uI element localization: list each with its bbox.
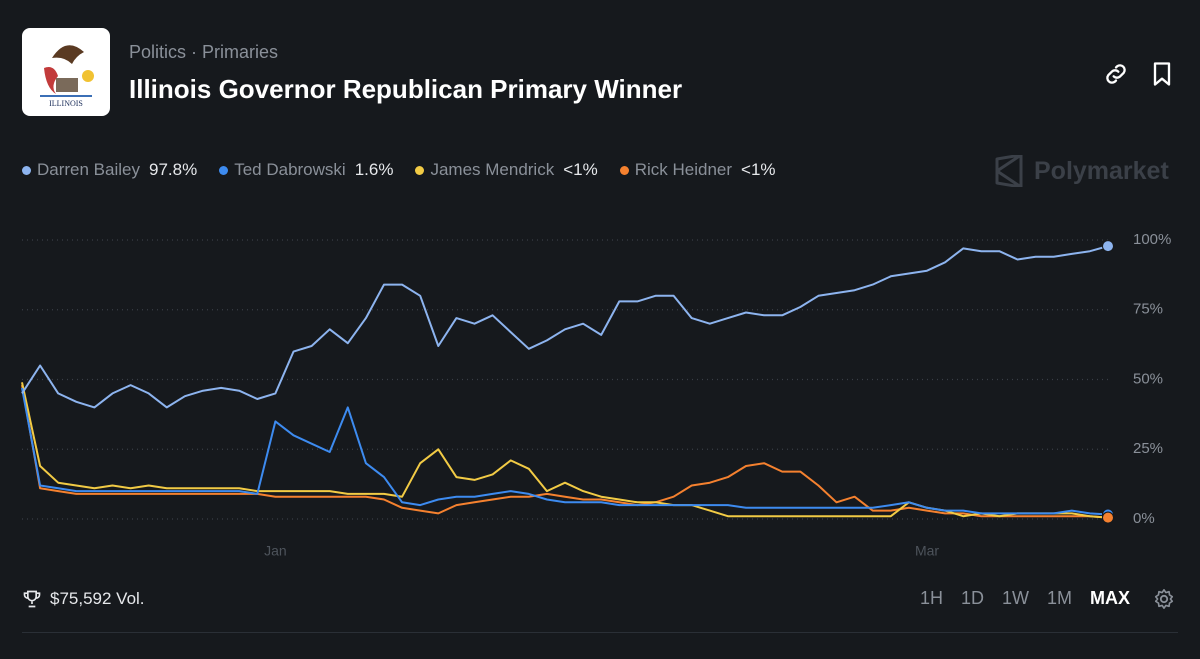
brand-logo (995, 155, 1023, 187)
volume: $75,592 Vol. (22, 589, 145, 609)
settings-button[interactable] (1153, 588, 1175, 610)
series-line (21, 387, 1109, 516)
x-tick-label: Mar (915, 543, 939, 559)
y-tick-label: 100% (1133, 231, 1171, 248)
range-button[interactable]: 1M (1046, 588, 1072, 608)
legend-name: Darren Bailey (37, 160, 140, 179)
market-flag: ILLINOIS (22, 28, 110, 116)
divider (22, 632, 1178, 633)
legend-item: Darren Bailey 97.8% (22, 160, 197, 180)
copy-link-button[interactable] (1102, 60, 1130, 88)
breadcrumb-item[interactable]: Primaries (202, 42, 279, 62)
range-button[interactable]: 1W (1001, 588, 1029, 608)
legend-value: <1% (741, 160, 776, 179)
bookmark-button[interactable] (1148, 60, 1176, 88)
series-line (21, 384, 1109, 519)
legend-item: James Mendrick <1% (415, 160, 598, 180)
end-point (1102, 511, 1114, 524)
legend-name: Rick Heidner (634, 160, 733, 179)
legend-name: Ted Dabrowski (234, 160, 346, 179)
legend-item: Ted Dabrowski 1.6% (219, 160, 393, 180)
y-tick-label: 50% (1133, 370, 1163, 387)
breadcrumb: Politics · Primaries (129, 42, 278, 63)
legend-value: 1.6% (354, 160, 394, 179)
trophy-icon (23, 590, 41, 608)
legend-swatch (22, 165, 31, 175)
flag-art: ILLINOIS (40, 45, 94, 108)
legend: Darren Bailey 97.8% Ted Dabrowski 1.6% James… (22, 160, 776, 180)
legend-swatch (219, 165, 229, 175)
legend-value: <1% (563, 160, 598, 179)
brand: Polymarket (994, 155, 1169, 187)
y-tick-label: 0% (1133, 510, 1155, 527)
series-line (21, 245, 1109, 409)
legend-name: James Mendrick (430, 160, 555, 179)
legend-value: 97.8% (149, 160, 198, 179)
end-point (1102, 240, 1114, 253)
chart: 0% 25% 50% 75% 100% Jan Mar (21, 231, 1171, 559)
y-tick-label: 25% (1133, 440, 1163, 457)
legend-swatch (415, 165, 425, 175)
y-tick-label: 75% (1133, 301, 1163, 318)
legend-swatch (619, 165, 629, 175)
x-tick-label: Jan (264, 543, 287, 559)
range-button[interactable]: 1D (960, 588, 984, 608)
legend-item: Rick Heidner <1% (619, 160, 776, 180)
breadcrumb-item[interactable]: Politics (129, 42, 187, 62)
range-selector: 1H 1D 1W 1M MAX (920, 588, 1130, 609)
range-button[interactable]: MAX (1090, 588, 1130, 608)
brand-name: Polymarket (1034, 156, 1169, 185)
flag-text: ILLINOIS (49, 99, 83, 108)
market-title: Illinois Governor Republican Primary Win… (129, 74, 683, 104)
volume-text: $75,592 Vol. (50, 589, 145, 608)
range-button[interactable]: 1H (919, 588, 943, 608)
separator: · (186, 42, 203, 62)
